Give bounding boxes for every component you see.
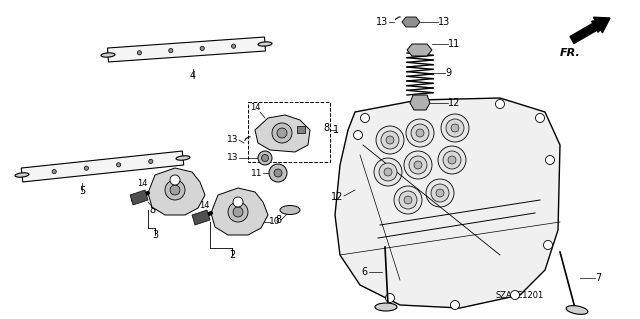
Text: 6: 6	[362, 267, 368, 277]
Circle shape	[148, 159, 153, 164]
Polygon shape	[148, 168, 205, 215]
Ellipse shape	[15, 173, 29, 177]
Circle shape	[384, 168, 392, 176]
Circle shape	[381, 131, 399, 149]
Bar	[248, 102, 330, 162]
Text: 4: 4	[190, 71, 196, 81]
Circle shape	[269, 164, 287, 182]
Circle shape	[170, 185, 180, 195]
Circle shape	[228, 202, 248, 222]
Circle shape	[411, 124, 429, 142]
Ellipse shape	[258, 42, 272, 46]
Polygon shape	[407, 44, 432, 56]
Circle shape	[414, 161, 422, 169]
Text: 14: 14	[200, 201, 210, 210]
Circle shape	[448, 156, 456, 164]
Circle shape	[451, 124, 459, 132]
Text: 11: 11	[448, 39, 460, 49]
Polygon shape	[335, 98, 560, 308]
Text: 2: 2	[229, 250, 235, 260]
Circle shape	[385, 293, 394, 302]
Circle shape	[232, 44, 236, 48]
Polygon shape	[21, 151, 184, 182]
Circle shape	[451, 300, 460, 309]
Circle shape	[441, 114, 469, 142]
FancyArrow shape	[570, 17, 610, 43]
Text: 5: 5	[79, 186, 85, 196]
Text: 13: 13	[376, 17, 388, 27]
Text: 14: 14	[138, 179, 148, 188]
Circle shape	[52, 169, 56, 174]
Polygon shape	[108, 37, 266, 62]
Circle shape	[233, 207, 243, 217]
Polygon shape	[211, 188, 268, 235]
Circle shape	[431, 184, 449, 202]
Circle shape	[376, 126, 404, 154]
Text: 12: 12	[331, 192, 343, 202]
Text: 14: 14	[250, 103, 260, 113]
Text: 8: 8	[323, 123, 329, 133]
Circle shape	[272, 123, 292, 143]
Text: 8: 8	[149, 205, 155, 215]
Circle shape	[200, 46, 204, 50]
Circle shape	[277, 128, 287, 138]
Circle shape	[511, 291, 520, 300]
Text: 1: 1	[333, 125, 339, 135]
Circle shape	[170, 175, 180, 185]
Circle shape	[404, 151, 432, 179]
Circle shape	[406, 119, 434, 147]
Text: 13: 13	[227, 153, 238, 162]
Ellipse shape	[566, 306, 588, 315]
Text: 13: 13	[438, 17, 451, 27]
Circle shape	[536, 114, 545, 122]
Ellipse shape	[101, 53, 115, 57]
Ellipse shape	[375, 303, 397, 311]
Circle shape	[353, 130, 362, 139]
Circle shape	[165, 180, 185, 200]
Circle shape	[409, 156, 427, 174]
Bar	[297, 126, 305, 133]
Ellipse shape	[176, 156, 190, 160]
Ellipse shape	[280, 205, 300, 214]
Text: SZA4E1201: SZA4E1201	[496, 291, 544, 300]
Circle shape	[169, 48, 173, 53]
Circle shape	[262, 154, 269, 161]
Text: 3: 3	[152, 230, 158, 240]
Text: 12: 12	[448, 98, 460, 108]
Circle shape	[416, 129, 424, 137]
Circle shape	[233, 197, 243, 207]
Text: 9: 9	[445, 68, 451, 78]
Polygon shape	[410, 95, 430, 110]
Polygon shape	[192, 210, 210, 225]
Circle shape	[446, 119, 464, 137]
Polygon shape	[255, 115, 310, 152]
Circle shape	[274, 169, 282, 177]
Circle shape	[438, 146, 466, 174]
Circle shape	[360, 114, 369, 122]
Text: 11: 11	[250, 168, 262, 177]
Circle shape	[443, 151, 461, 169]
Circle shape	[379, 163, 397, 181]
Circle shape	[436, 189, 444, 197]
Circle shape	[84, 166, 88, 170]
Text: 13: 13	[227, 136, 238, 145]
Circle shape	[386, 136, 394, 144]
Circle shape	[374, 158, 402, 186]
Circle shape	[545, 155, 554, 165]
Circle shape	[138, 51, 141, 55]
Circle shape	[495, 100, 504, 108]
Text: FR.: FR.	[559, 48, 580, 58]
Text: 10: 10	[269, 218, 280, 226]
Circle shape	[394, 186, 422, 214]
Text: 7: 7	[595, 273, 601, 283]
Text: 8: 8	[275, 215, 281, 225]
Circle shape	[116, 163, 121, 167]
Circle shape	[258, 151, 272, 165]
Polygon shape	[130, 190, 148, 205]
Polygon shape	[402, 17, 420, 27]
Circle shape	[404, 196, 412, 204]
Circle shape	[543, 241, 552, 249]
Circle shape	[399, 191, 417, 209]
Circle shape	[426, 179, 454, 207]
